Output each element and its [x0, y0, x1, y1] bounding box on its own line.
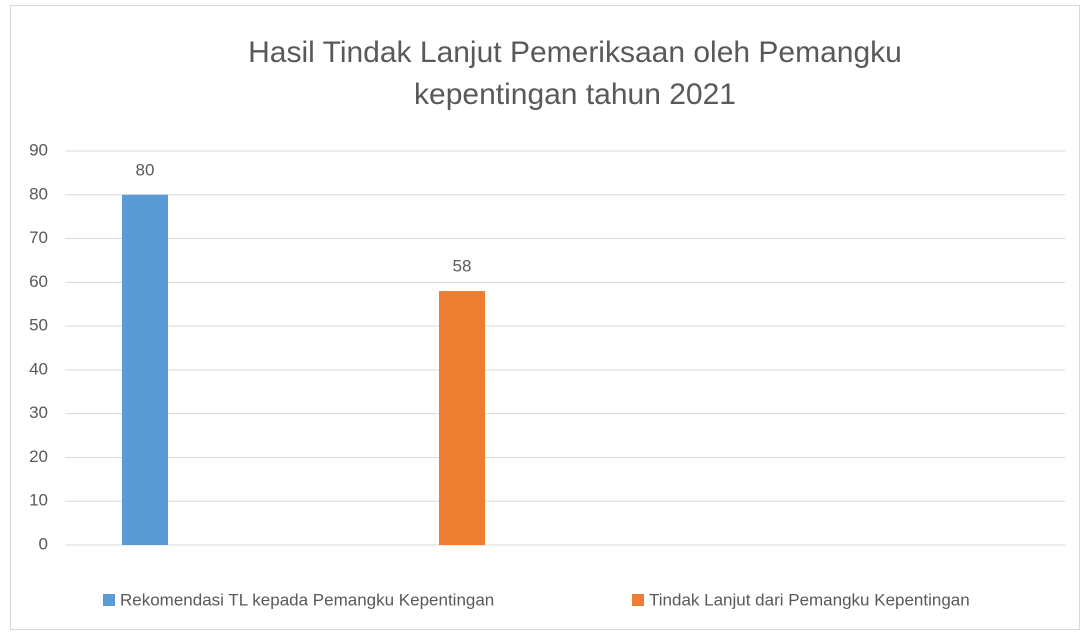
- y-tick-label: 40: [29, 359, 48, 378]
- y-tick-label: 50: [29, 316, 48, 335]
- y-tick-label: 80: [29, 184, 48, 203]
- y-tick-label: 20: [29, 447, 48, 466]
- legend-label: Rekomendasi TL kepada Pemangku Kepenting…: [120, 590, 494, 609]
- y-tick-label: 30: [29, 403, 48, 422]
- legend-swatch: [632, 594, 644, 606]
- data-label: 80: [136, 160, 155, 179]
- data-label: 58: [453, 257, 472, 276]
- y-tick-label: 70: [29, 228, 48, 247]
- y-tick-label: 10: [29, 491, 48, 510]
- legend-label: Tindak Lanjut dari Pemangku Kepentingan: [649, 590, 970, 609]
- y-tick-label: 0: [39, 534, 48, 553]
- y-tick-label: 90: [29, 140, 48, 159]
- bar: [122, 194, 168, 545]
- chart-border: [10, 5, 1080, 630]
- legend-swatch: [103, 594, 115, 606]
- bar: [439, 291, 485, 545]
- y-tick-label: 60: [29, 272, 48, 291]
- chart-title: Hasil Tindak Lanjut Pemeriksaan oleh Pem…: [248, 36, 902, 111]
